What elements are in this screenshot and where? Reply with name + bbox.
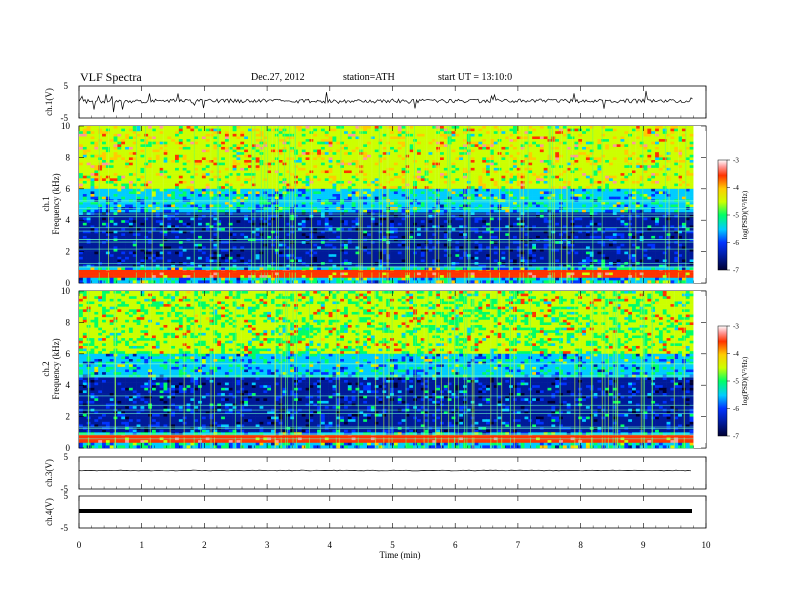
y-tick-label: 6 [66,184,71,194]
x-tick-label: 3 [265,540,270,550]
ch2-colorbar-label: log(PSD)(V²/Hz) [741,356,749,405]
ch4-waveform-ylabel: ch.4(V) [44,498,54,526]
ch2-channel-label: ch.2 [41,361,51,376]
x-tick-label: 7 [516,540,521,550]
y-tick-label: 5 [64,452,69,462]
ch1-waveform-trace [78,90,693,113]
y-tick-label: 4 [66,380,71,390]
y-tick-label: 0 [66,443,71,453]
y-tick-label: 6 [66,349,71,359]
x-tick-label: 6 [453,540,458,550]
colorbar-tick-label: -3 [733,323,739,331]
ch3-waveform-trace [78,469,692,472]
ch1-waveform-ylabel: ch.1(V) [44,88,54,116]
colorbar-tick-label: -6 [733,405,739,413]
ch2-colorbar [717,325,728,437]
y-tick-label: 5 [64,491,69,501]
ch2-spectrogram-image [79,291,706,449]
y-tick-label: -5 [61,523,69,533]
colorbar-tick-label: -4 [733,350,739,358]
y-tick-label: 10 [61,286,71,296]
ch4-waveform-trace [79,509,692,513]
ch3-waveform-ylabel: ch.3(V) [44,459,54,487]
colorbar-tick-label: -7 [733,433,739,441]
colorbar-tick-label: -5 [733,378,739,386]
start-time-label: start UT = 13:10:0 [438,72,513,83]
colorbar-tick-label: -4 [733,184,739,192]
ch2-frequency-ylabel: Frequency (kHz) [51,338,61,399]
y-tick-label: 0 [66,278,71,288]
ch1-colorbar-label: log(PSD)(V²/Hz) [741,190,749,239]
station-label: station=ATH [343,72,395,83]
x-tick-label: 5 [390,540,395,550]
y-tick-label: 2 [66,247,71,257]
colorbar-tick-label: -7 [733,267,739,275]
chart-title: VLF Spectra [80,70,142,84]
y-tick-label: 2 [66,412,71,422]
x-tick-label: 10 [702,540,712,550]
y-tick-label: 4 [66,215,71,225]
y-tick-label: 5 [64,81,69,91]
x-tick-label: 9 [641,540,646,550]
y-tick-label: 10 [61,121,71,131]
ch1-channel-label: ch.1 [41,196,51,211]
x-tick-label: 0 [77,540,82,550]
y-tick-label: -5 [61,484,69,494]
date-label: Dec.27, 2012 [251,72,305,83]
x-tick-label: 1 [139,540,144,550]
y-tick-label: 8 [66,152,71,162]
x-tick-label: 4 [328,540,333,550]
x-tick-label: 8 [578,540,583,550]
colorbar-tick-label: -3 [733,157,739,165]
y-tick-label: 8 [66,317,71,327]
colorbar-tick-label: -5 [733,212,739,220]
ch1-colorbar [717,159,728,271]
ch1-frequency-ylabel: Frequency (kHz) [51,173,61,234]
y-tick-label: -5 [61,113,69,123]
x-axis-label: Time (min) [380,550,421,560]
colorbar-tick-label: -6 [733,239,739,247]
ch1-spectrogram-image [79,126,706,284]
x-tick-label: 2 [202,540,207,550]
